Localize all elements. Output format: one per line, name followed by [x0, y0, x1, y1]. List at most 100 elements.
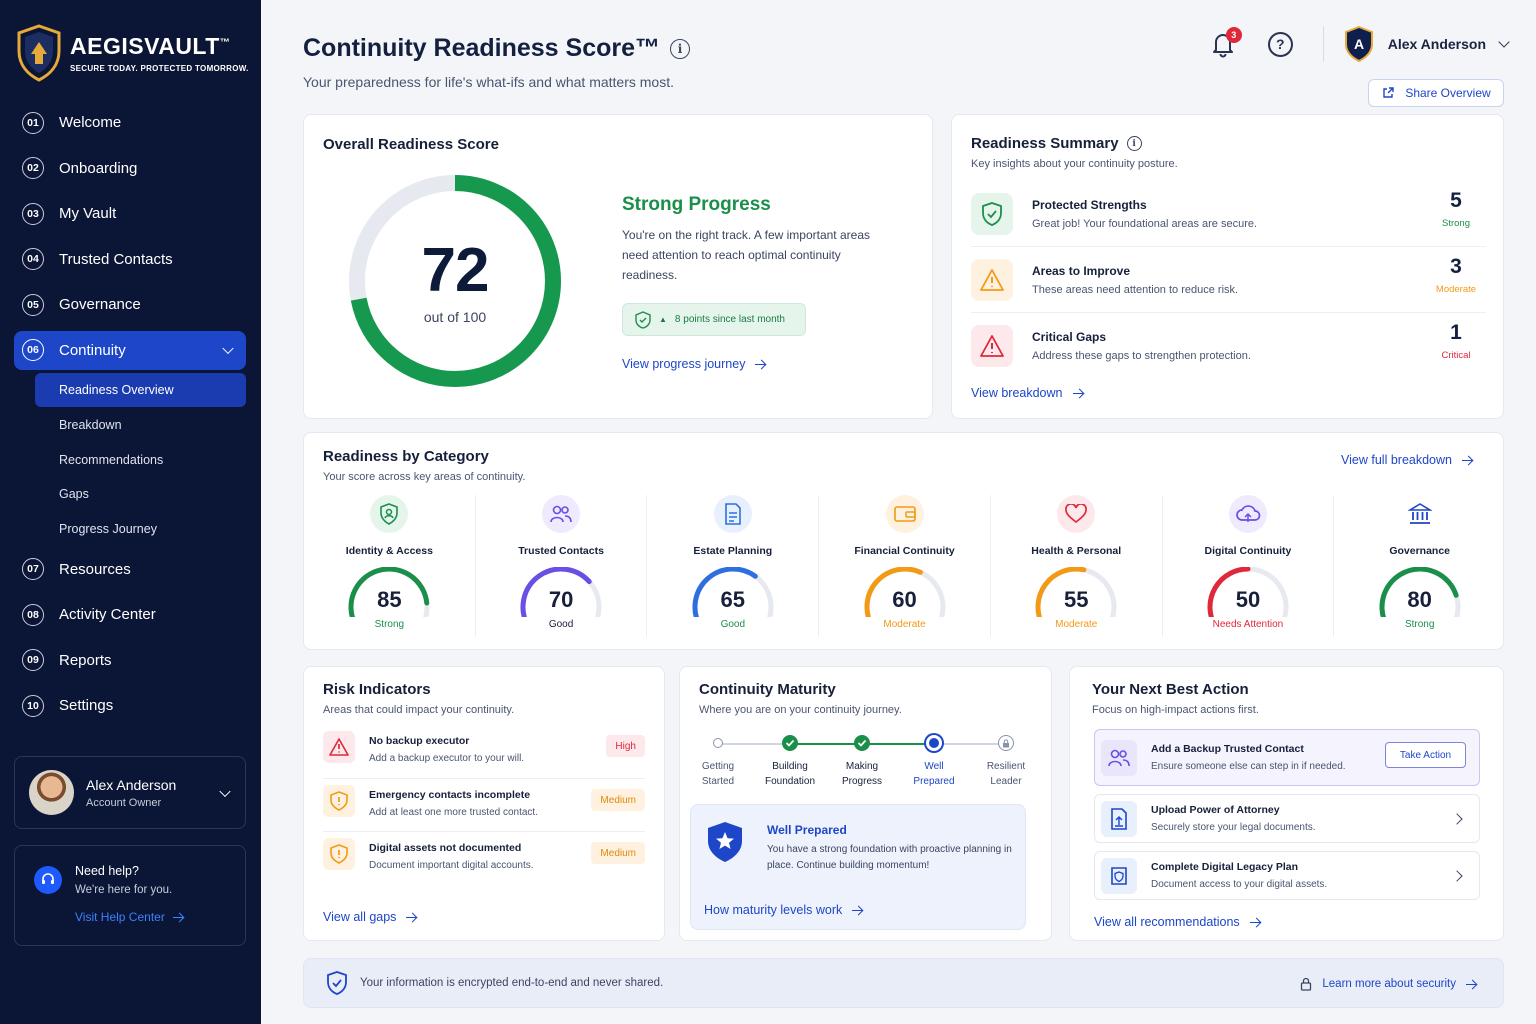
- page-subtitle: Your preparedness for life's what-ifs an…: [303, 74, 674, 90]
- nav-item-trusted-contacts[interactable]: 04 Trusted Contacts: [14, 237, 246, 283]
- nav-label: Trusted Contacts: [59, 250, 173, 268]
- category-digital-continuity[interactable]: Digital Continuity 50 Needs Attention: [1161, 495, 1334, 637]
- info-icon[interactable]: i: [670, 38, 691, 59]
- view-breakdown-link[interactable]: View breakdown: [971, 386, 1084, 400]
- category-gauge: [1207, 567, 1289, 617]
- category-name: Governance: [1389, 545, 1451, 557]
- subnav-readiness-overview[interactable]: Readiness Overview: [35, 372, 246, 407]
- summary-count-label: Strong: [1442, 218, 1470, 229]
- how-maturity-levels-work-link[interactable]: How maturity levels work: [704, 903, 863, 917]
- current-step-dot: [926, 735, 942, 751]
- step-label: Started: [701, 776, 735, 787]
- step-making-progress[interactable]: Making Progress: [822, 735, 902, 789]
- nav-item-activity-center[interactable]: 08 Activity Center: [14, 592, 246, 638]
- nav-item-continuity[interactable]: 06 Continuity: [14, 330, 246, 370]
- action-item[interactable]: Add a Backup Trusted Contact Ensure someo…: [1094, 729, 1480, 786]
- chevron-down-icon: [222, 342, 234, 355]
- summary-row: Protected Strengths Great job! Your found…: [971, 181, 1486, 247]
- sidebar-user-card[interactable]: Alex Anderson Account Owner: [14, 756, 246, 829]
- card-title: Overall Readiness Score: [323, 136, 499, 153]
- category-governance[interactable]: Governance 80 Strong: [1333, 495, 1505, 637]
- share-icon: [1383, 87, 1395, 98]
- risk-title: Emergency contacts incomplete: [369, 789, 531, 801]
- summary-count: 3: [1450, 255, 1462, 278]
- lock-icon: [1301, 977, 1312, 991]
- nav-item-welcome[interactable]: 01 Welcome: [14, 100, 246, 146]
- summary-row-title: Critical Gaps: [1032, 330, 1107, 344]
- step-resilient-leader[interactable]: Resilient Leader: [966, 735, 1046, 789]
- subnav-breakdown[interactable]: Breakdown: [59, 417, 122, 432]
- view-progress-journey-link[interactable]: View progress journey: [622, 357, 766, 371]
- brand-tagline: SECURE TODAY. PROTECTED TOMORROW.: [70, 64, 249, 73]
- risk-level-badge: Medium: [591, 842, 645, 864]
- risk-indicators-card: Risk Indicators Areas that could impact …: [303, 666, 665, 941]
- help-question-icon[interactable]: ?: [1267, 31, 1293, 57]
- subnav-recommendations[interactable]: Recommendations: [59, 452, 164, 467]
- readiness-by-category-card: Readiness by Category Your score across …: [303, 432, 1504, 650]
- arrow-right-icon: [755, 359, 766, 370]
- view-all-gaps-link[interactable]: View all gaps: [323, 910, 417, 924]
- category-gauge: [348, 567, 430, 617]
- link-label: How maturity levels work: [704, 903, 843, 917]
- score-scale: out of 100: [423, 309, 487, 325]
- header-user-name[interactable]: Alex Anderson: [1387, 36, 1486, 52]
- category-status: Good: [720, 619, 746, 630]
- lock-icon: [998, 735, 1014, 751]
- step-well-prepared[interactable]: Well Prepared: [894, 735, 974, 789]
- step-label: Progress: [841, 776, 882, 787]
- summary-title: Readiness Summary: [971, 135, 1119, 152]
- nav-label: Reports: [59, 651, 112, 669]
- visit-help-center-link[interactable]: Visit Help Center: [75, 910, 245, 924]
- user-initial: A: [1354, 36, 1364, 52]
- nav-item-my-vault[interactable]: 03 My Vault: [14, 191, 246, 237]
- progress-description: You're on the right track. A few importa…: [622, 228, 870, 282]
- notifications-button[interactable]: 3: [1208, 27, 1242, 59]
- view-full-breakdown-link[interactable]: View full breakdown: [1341, 453, 1473, 467]
- nav-item-reports[interactable]: 09 Reports: [14, 637, 246, 683]
- category-trusted-contacts[interactable]: Trusted Contacts 70 Good: [474, 495, 647, 637]
- share-label: Share Overview: [1405, 86, 1491, 100]
- arrow-right-icon: [1466, 979, 1477, 990]
- summary-row-text: Great job! Your foundational areas are s…: [1032, 217, 1258, 230]
- info-icon[interactable]: i: [1126, 136, 1142, 151]
- summary-row-title: Areas to Improve: [1032, 263, 1131, 278]
- arrow-right-icon: [1462, 455, 1473, 466]
- step-getting-started[interactable]: Getting Started: [678, 735, 758, 789]
- overall-score-card: Overall Readiness Score 72 out of 100 St…: [303, 114, 933, 419]
- brand-logo[interactable]: AEGISVAULT™ SECURE TODAY. PROTECTED TOMO…: [16, 24, 249, 82]
- nav-item-settings[interactable]: 10 Settings: [14, 683, 246, 729]
- user-shield-avatar-icon[interactable]: A: [1344, 26, 1374, 62]
- step-empty-dot: [713, 738, 723, 748]
- subnav-gaps[interactable]: Gaps: [59, 487, 89, 502]
- share-overview-button[interactable]: Share Overview: [1368, 79, 1504, 107]
- alert-icon: [323, 731, 355, 763]
- card-title: Your Next Best Action: [1092, 681, 1249, 698]
- category-health-personal[interactable]: Health & Personal 55 Moderate: [989, 495, 1162, 637]
- take-action-button[interactable]: Take Action: [1385, 742, 1466, 768]
- maturity-status-text: You have a strong foundation with proact…: [767, 844, 1012, 871]
- category-score: 60: [892, 587, 917, 612]
- view-all-recommendations-link[interactable]: View all recommendations: [1094, 915, 1261, 929]
- shield-check-icon: [327, 971, 347, 995]
- category-financial-continuity[interactable]: Financial Continuity 60 Moderate: [818, 495, 990, 637]
- risk-row[interactable]: Digital assets not documented Document im…: [323, 831, 645, 883]
- card-subtitle: Where you are on your continuity journey…: [699, 704, 902, 716]
- nav-label: Resources: [59, 560, 131, 578]
- chevron-down-icon[interactable]: [1498, 36, 1510, 48]
- step-building-foundation[interactable]: Building Foundation: [750, 735, 830, 789]
- risk-row[interactable]: No backup executor Add a backup executor …: [323, 725, 645, 777]
- arrow-right-icon: [1249, 917, 1261, 928]
- nav-item-onboarding[interactable]: 02 Onboarding: [14, 146, 246, 192]
- nav-item-governance[interactable]: 05 Governance: [14, 282, 246, 328]
- category-estate-planning[interactable]: Estate Planning 65 Good: [646, 495, 818, 637]
- nav-label: Activity Center: [59, 606, 156, 623]
- risk-row[interactable]: Emergency contacts incomplete Add at leas…: [323, 778, 645, 830]
- subnav-progress-journey[interactable]: Progress Journey: [59, 521, 157, 536]
- learn-more-security-link[interactable]: Learn more about security: [1300, 977, 1477, 991]
- category-identity-access[interactable]: Identity & Access 85 Strong: [304, 495, 475, 637]
- readiness-summary-card: Readiness Summary i Key insights about yo…: [951, 114, 1504, 419]
- nav-item-resources[interactable]: 07 Resources: [14, 546, 246, 592]
- action-item[interactable]: Complete Digital Legacy Plan Document acc…: [1094, 851, 1480, 900]
- main-content: Continuity Readiness Score™ i Your prepa…: [261, 0, 1536, 1024]
- action-item[interactable]: Upload Power of Attorney Securely store y…: [1094, 794, 1480, 843]
